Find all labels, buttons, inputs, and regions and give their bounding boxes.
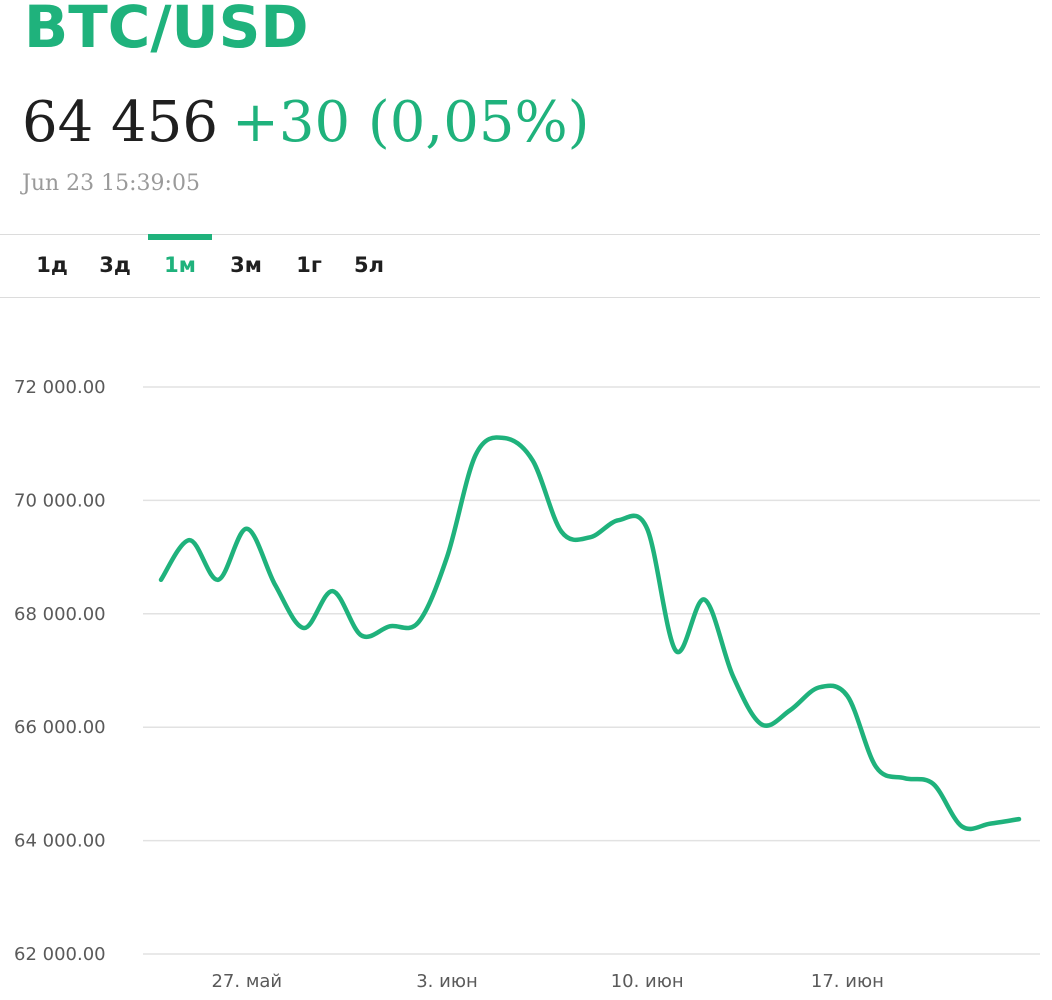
data-point [585, 532, 595, 542]
y-axis-labels: 72 000.00 70 000.00 68 000.00 66 000.00 64 0… [14, 377, 106, 965]
data-point [213, 575, 223, 585]
data-point [156, 575, 166, 585]
data-point [985, 819, 995, 829]
price-line [158, 435, 1022, 832]
tab-1d[interactable]: 1д [36, 253, 68, 277]
y-tick-label: 66 000.00 [14, 717, 106, 738]
price-change: +30 (0,05%) [231, 90, 590, 155]
data-point [356, 630, 366, 640]
data-point [871, 762, 881, 772]
data-point [928, 779, 938, 789]
data-point [671, 646, 681, 656]
data-point [814, 683, 824, 693]
series-layer [156, 433, 1024, 832]
data-point [385, 621, 395, 631]
data-point [185, 535, 195, 545]
data-point [270, 580, 280, 590]
timeframe-tabs: 1д 3д 1м 3м 1г 5л [0, 234, 1040, 297]
data-point [728, 671, 738, 681]
tab-1y[interactable]: 1г [296, 253, 322, 277]
data-point [614, 515, 624, 525]
y-tick-label: 64 000.00 [14, 831, 106, 852]
data-point [299, 623, 309, 633]
price-chart[interactable]: 72 000.00 70 000.00 68 000.00 66 000.00 64 0… [0, 300, 1052, 1000]
quote-timestamp: Jun 23 15:39:05 [22, 171, 200, 196]
x-tick-label: 10. июн [611, 971, 684, 992]
data-point [413, 617, 423, 627]
data-point [1014, 814, 1024, 824]
data-point [642, 524, 652, 534]
tab-3d[interactable]: 3д [99, 253, 131, 277]
data-point [328, 586, 338, 596]
pair-title: BTC/USD [24, 0, 309, 61]
x-axis-labels: 27. май 3. июн 10. июн 17. июн [211, 971, 883, 992]
x-tick-label: 3. июн [416, 971, 478, 992]
data-point [442, 552, 452, 562]
y-tick-label: 72 000.00 [14, 377, 106, 398]
data-point [528, 456, 538, 466]
y-tick-label: 62 000.00 [14, 944, 106, 965]
data-point [900, 773, 910, 783]
tab-3m[interactable]: 3м [230, 253, 262, 277]
tab-5y[interactable]: 5л [354, 253, 384, 277]
tab-1m[interactable]: 1м [148, 234, 212, 297]
tabs-top-divider [0, 234, 1040, 235]
x-tick-label: 27. май [211, 971, 282, 992]
current-price: 64 456 [22, 90, 218, 155]
data-point [556, 527, 566, 537]
data-point [471, 450, 481, 460]
x-tick-label: 17. июн [811, 971, 884, 992]
y-tick-label: 68 000.00 [14, 604, 106, 625]
tabs-bottom-divider [0, 297, 1040, 298]
grid-layer [143, 386, 1040, 955]
data-point [242, 524, 252, 534]
data-point [699, 595, 709, 605]
data-point [757, 719, 767, 729]
data-point [842, 691, 852, 701]
data-point [785, 705, 795, 715]
y-tick-label: 70 000.00 [14, 490, 106, 511]
data-point [957, 821, 967, 831]
data-point [499, 433, 509, 443]
quote-row: 64 456 +30 (0,05%) [22, 88, 590, 158]
